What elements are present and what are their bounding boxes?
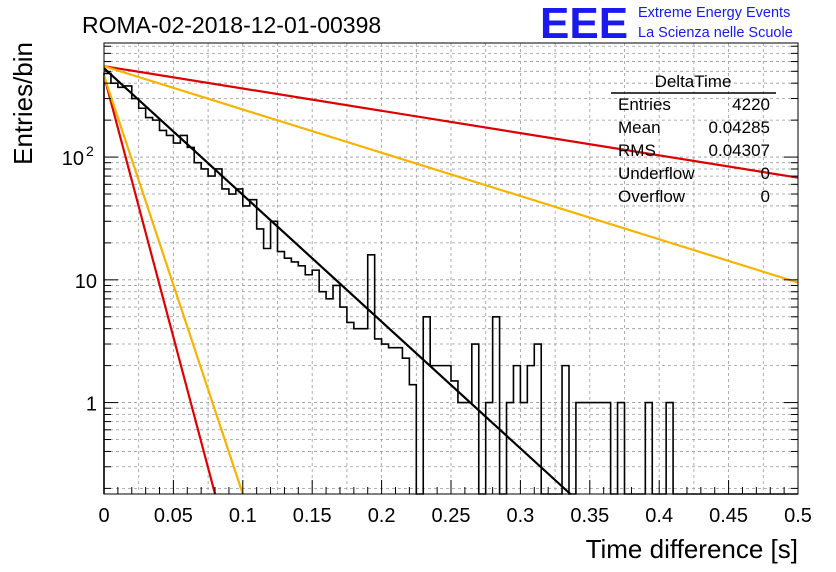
x-tick-labels: 0 0.05 0.1 0.15 0.2 0.25 0.3 0.35 0.4 0.45 0.5 [98,505,811,527]
stats-row-value: 0 [761,164,770,183]
x-tick-label: 0.25 [432,505,471,527]
stats-row-label: Overflow [618,187,686,206]
y-axis-label: Entries/bin [8,42,38,165]
stats-row-value: 0.04307 [709,141,770,160]
stats-row-label: Underflow [618,164,695,183]
stats-row-value: 0 [761,187,770,206]
eee-logo-line1: Extreme Energy Events [638,5,790,21]
eee-logo-letters: EEE [540,0,628,48]
series-line-5 [102,75,244,495]
stats-title: DeltaTime [655,72,732,91]
x-tick-label: 0.4 [645,505,673,527]
stats-box: DeltaTime Entries 4220 Mean 0.04285 RMS 0.043… [611,72,776,206]
x-tick-label: 0.1 [229,505,257,527]
series-line-3 [103,65,799,284]
x-tick-label: 0.05 [154,505,193,527]
x-tick-label: 0.3 [506,505,534,527]
grid [104,43,798,494]
x-tick-label: 0.35 [570,505,609,527]
x-tick-label: 0.45 [709,505,748,527]
x-tick-label: 0.15 [293,505,332,527]
stats-row-label: RMS [618,141,656,160]
x-tick-label: 0.5 [784,505,812,527]
axis-ticks [103,45,799,494]
eee-logo: EEE Extreme Energy Events La Scienza nel… [540,0,793,48]
y-tick-label: 1 [86,394,97,416]
y-tick-exponent: 2 [86,143,94,159]
x-tick-label: 0 [98,505,109,527]
chart-title: ROMA-02-2018-12-01-00398 [82,12,381,38]
series-line-1 [103,67,572,495]
stats-row-value: 0.04285 [709,118,770,137]
fit-lines [102,65,799,495]
series-line-4 [102,75,217,495]
stats-row-label: Entries [618,95,671,114]
eee-logo-line2: La Scienza nelle Scuole [638,25,793,41]
x-axis-label: Time difference [s] [586,534,798,564]
stats-row-label: Mean [618,118,661,137]
stats-rows: Entries 4220 Mean 0.04285 RMS 0.04307 Underflo… [618,95,770,206]
series-line-2 [103,65,799,179]
y-tick-label: 10 [75,271,97,293]
stats-row-value: 4220 [732,95,770,114]
x-tick-label: 0.2 [368,505,396,527]
y-tick-label: 10 [62,148,84,170]
